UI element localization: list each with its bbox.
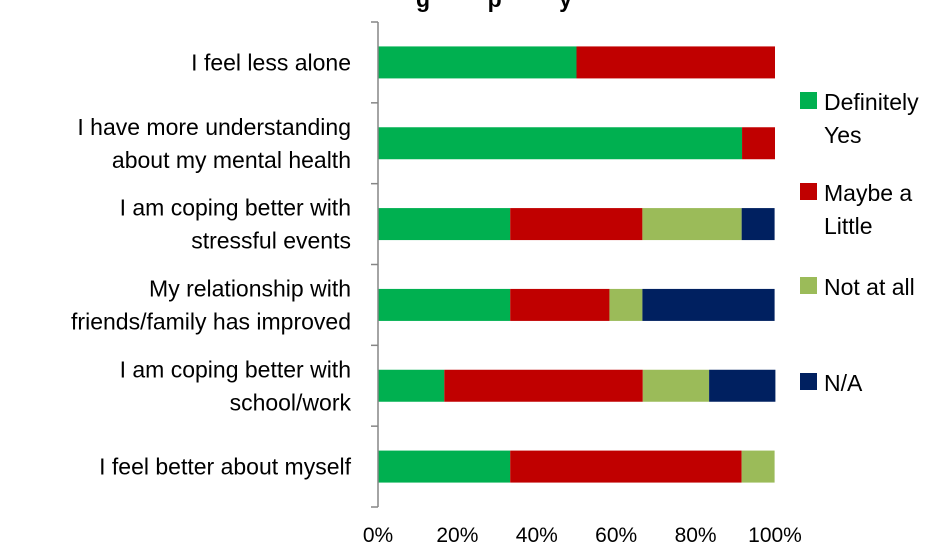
x-tick-label: 100%	[748, 524, 802, 547]
x-tick-label: 0%	[363, 524, 393, 547]
legend-label: Maybe a	[824, 180, 912, 206]
bar-segment-row5-series1	[510, 450, 742, 483]
axis-group	[371, 21, 379, 508]
legend-swatch	[800, 92, 817, 109]
category-label: I am coping better with	[120, 356, 351, 382]
legend-label: Not at all	[824, 274, 915, 300]
x-tick-label: 40%	[516, 524, 558, 547]
x-tick-label: 20%	[436, 524, 478, 547]
category-label: My relationship with	[149, 275, 351, 301]
category-label: school/work	[230, 389, 352, 415]
category-label: friends/family has improved	[71, 308, 351, 334]
bar-segment-row3-series2	[609, 288, 643, 321]
bar-segment-row4-series3	[709, 369, 776, 402]
bar-segment-row0-series1	[576, 46, 775, 79]
category-label: I feel less alone	[191, 49, 351, 75]
category-label: stressful events	[191, 228, 351, 254]
category-label: I feel better about myself	[99, 454, 351, 480]
bar-segment-row4-series1	[444, 369, 643, 402]
category-labels: I feel less alone I have more understandi…	[71, 49, 352, 479]
bar-segment-row3-series3	[642, 288, 775, 321]
bar-segment-row3-series1	[510, 288, 610, 321]
chart-title-partial: g p y	[416, 0, 572, 12]
bar-segment-row3-series0	[378, 288, 511, 321]
bar-segment-row2-series2	[642, 208, 742, 241]
legend-label: N/A	[824, 370, 863, 396]
x-tick-label: 80%	[675, 524, 717, 547]
bars-group	[378, 46, 776, 483]
category-label: about my mental health	[112, 147, 351, 173]
x-tick-labels: 0% 20% 40% 60% 80% 100%	[363, 524, 802, 547]
bar-segment-row4-series2	[642, 369, 710, 402]
legend-label: Little	[824, 213, 873, 239]
bar-segment-row1-series1	[742, 127, 775, 160]
legend-label: Yes	[824, 122, 862, 148]
bar-segment-row5-series0	[378, 450, 511, 483]
bar-segment-row1-series0	[378, 127, 743, 160]
legend-swatch	[800, 373, 817, 390]
legend-swatch	[800, 277, 817, 294]
category-label: I have more understanding	[77, 114, 351, 140]
legend-swatch	[800, 183, 817, 200]
bar-segment-row4-series0	[378, 369, 445, 402]
bar-segment-row2-series0	[378, 208, 511, 241]
bar-segment-row5-series2	[741, 450, 775, 483]
chart-title-group: g p y	[416, 0, 572, 12]
bar-segment-row0-series0	[378, 46, 577, 79]
legend: Definitely Yes Maybe a Little Not at all N/A	[800, 89, 919, 396]
legend-label: Definitely	[824, 89, 919, 115]
x-tick-label: 60%	[595, 524, 637, 547]
bar-segment-row2-series3	[741, 208, 775, 241]
bar-segment-row2-series1	[510, 208, 643, 241]
category-label: I am coping better with	[120, 195, 351, 221]
